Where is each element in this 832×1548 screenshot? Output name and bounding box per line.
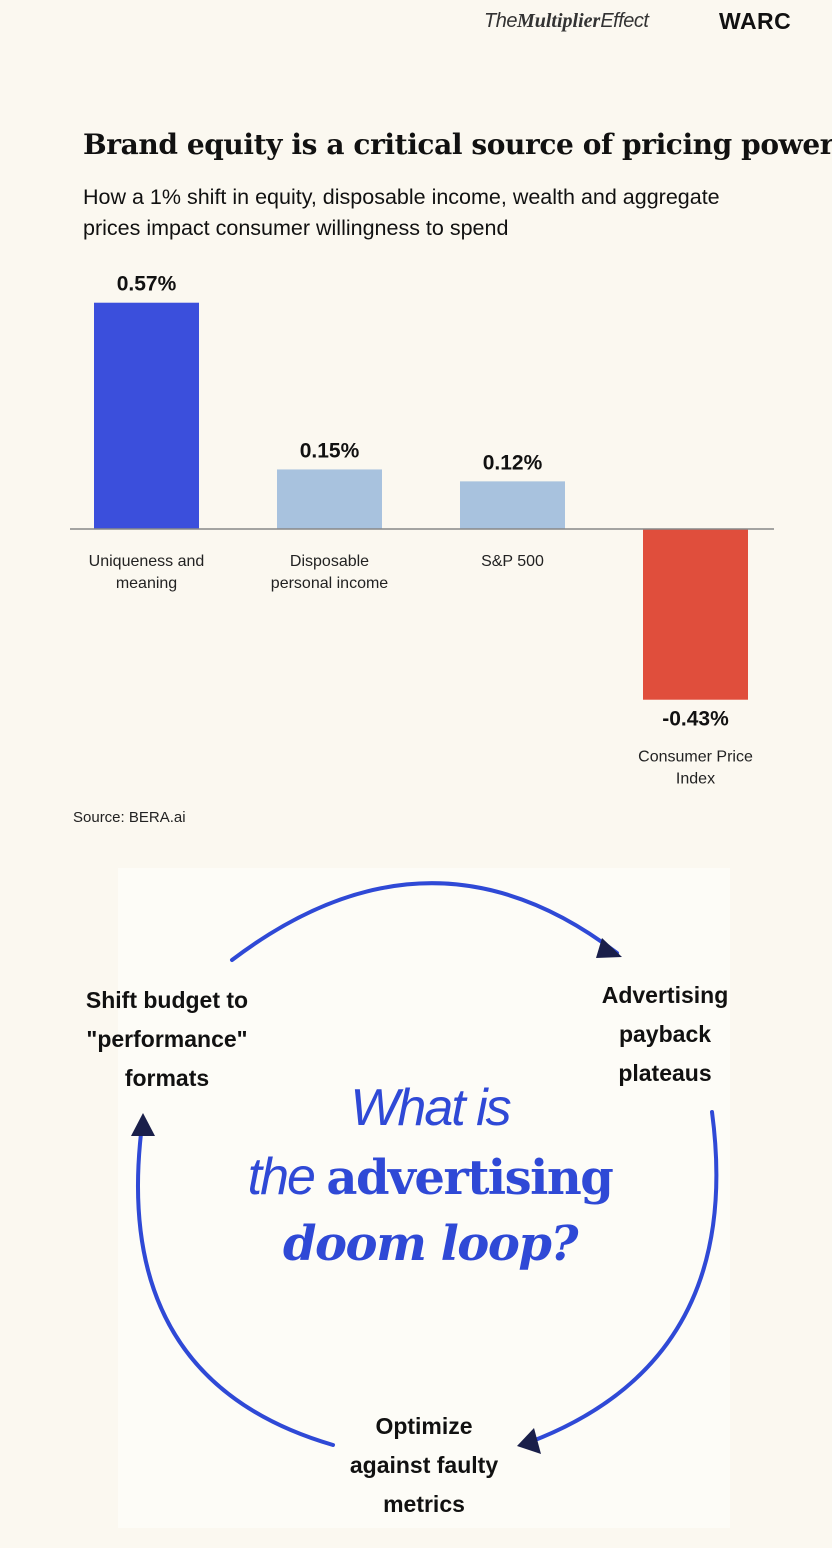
logo-suffix: Effect xyxy=(600,10,649,32)
doom-loop-question-line3: doom loop? xyxy=(282,1216,579,1272)
category-label: meaning xyxy=(116,575,177,592)
loop-node-shift-budget: Shift budget to "performance" formats xyxy=(52,981,282,1098)
data-label: -0.43% xyxy=(662,708,729,731)
node-line: formats xyxy=(124,1065,210,1091)
category-label: personal income xyxy=(271,575,389,592)
bar-chart: 0.57% Uniqueness and meaning 0.15% Disposabl… xyxy=(70,273,774,788)
node-line: payback xyxy=(618,1021,712,1047)
doom-loop-question-line2: the advertising xyxy=(200,1147,660,1207)
multiplier-effect-logo: TheMultiplierEffect xyxy=(484,10,649,33)
node-line: against faulty xyxy=(349,1452,499,1478)
arrow-shift-to-payback xyxy=(230,881,619,962)
data-label: 0.12% xyxy=(483,451,543,474)
chart-subtitle: How a 1% shift in equity, disposable inc… xyxy=(83,185,720,240)
node-line: Shift budget to xyxy=(85,987,249,1013)
category-label: Consumer Price xyxy=(638,749,753,766)
question-bold-text: advertising xyxy=(326,1150,614,1206)
arrowhead-optimize xyxy=(517,1428,541,1454)
arrow-payback-to-optimize xyxy=(528,1110,719,1444)
node-line: metrics xyxy=(383,1491,465,1517)
warc-logo: WARC xyxy=(719,8,792,34)
logo-bold: Multiplier xyxy=(516,10,601,32)
bar xyxy=(460,481,565,529)
node-line: "performance" xyxy=(86,1026,248,1052)
doom-loop-panel xyxy=(118,868,730,1528)
bar xyxy=(277,469,382,529)
bar xyxy=(94,302,199,529)
arrowhead-payback xyxy=(596,938,622,958)
category-label: Uniqueness and xyxy=(89,553,205,570)
arrow-optimize-to-shift xyxy=(136,1123,335,1447)
loop-node-optimize: Optimize against faulty metrics xyxy=(314,1407,534,1524)
data-label: 0.15% xyxy=(300,439,360,462)
question-light-text: the xyxy=(247,1148,327,1206)
category-label: Index xyxy=(676,771,715,788)
category-label: S&P 500 xyxy=(481,553,544,570)
chart-title: Brand equity is a critical source of pri… xyxy=(83,128,832,161)
doom-loop-question-line1: What is xyxy=(350,1079,511,1137)
chart-source: Source: BERA.ai xyxy=(73,809,186,826)
logo-prefix: The xyxy=(484,10,517,32)
node-line: plateaus xyxy=(618,1060,712,1086)
category-label: Disposable xyxy=(290,553,369,570)
node-line: Optimize xyxy=(375,1413,473,1439)
bar xyxy=(643,529,748,700)
data-label: 0.57% xyxy=(117,273,177,296)
arrowhead-shift xyxy=(131,1113,155,1136)
loop-node-payback: Advertising payback plateaus xyxy=(575,976,755,1093)
node-line: Advertising xyxy=(601,982,729,1008)
